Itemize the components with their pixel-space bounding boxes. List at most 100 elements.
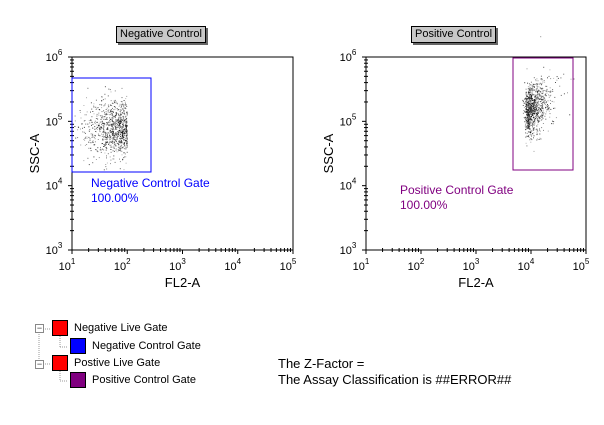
event-dot (534, 89, 536, 91)
event-dot (536, 138, 538, 140)
event-dot (111, 123, 113, 125)
event-dot (533, 77, 535, 79)
event-dot (541, 116, 543, 118)
event-dot (535, 88, 537, 90)
event-dot (120, 107, 122, 109)
event-dot (528, 103, 530, 104)
event-dot (547, 130, 549, 132)
plot-title-negative-control[interactable]: Negative Control (116, 26, 206, 43)
event-dot (121, 142, 123, 144)
event-dot (119, 103, 121, 105)
event-dot (102, 143, 103, 144)
event-dot (530, 116, 532, 118)
event-dot (534, 119, 536, 121)
event-dot (84, 120, 86, 121)
event-dot (106, 137, 108, 139)
event-dot (534, 109, 536, 111)
event-dot (539, 98, 541, 100)
event-dot (543, 96, 545, 98)
event-dot (541, 98, 543, 100)
event-dot (532, 87, 533, 89)
event-dot (77, 129, 79, 131)
event-dot (525, 91, 527, 93)
tick-exponent: 6 (58, 48, 63, 57)
event-dot (533, 94, 535, 96)
event-dot (120, 116, 122, 118)
event-dot (530, 106, 532, 108)
event-dot (107, 104, 109, 106)
event-dot (530, 84, 532, 86)
event-dot (525, 129, 527, 131)
event-dot (541, 96, 543, 97)
event-dot (538, 93, 540, 95)
event-dot (549, 91, 551, 93)
plot-title-positive-control[interactable]: Positive Control (411, 26, 497, 43)
event-dot (120, 147, 122, 149)
event-dot (100, 149, 102, 151)
event-dot (121, 101, 123, 103)
event-dot (106, 122, 108, 124)
event-dot (91, 137, 93, 138)
event-dot (113, 123, 115, 125)
event-dot (528, 93, 530, 95)
event-dot (549, 99, 551, 101)
event-dot (121, 150, 123, 152)
event-dot (120, 113, 122, 115)
x-tick-label: 101 (59, 257, 76, 273)
event-dot (126, 114, 128, 116)
event-dot (125, 104, 127, 106)
event-dot (97, 118, 99, 120)
event-dot (548, 91, 549, 92)
event-dot (121, 142, 123, 144)
event-dot (535, 99, 537, 101)
event-dot (526, 126, 528, 128)
event-dot (88, 136, 90, 138)
event-dot (536, 96, 538, 98)
y-axis-label: SSC-A (321, 133, 336, 173)
event-dot (116, 125, 118, 127)
event-dot (126, 127, 127, 129)
event-dot (125, 130, 127, 132)
event-dot (112, 134, 114, 136)
event-dot (119, 168, 121, 170)
event-dot (92, 141, 94, 143)
collapse-icon[interactable]: − (35, 323, 44, 333)
event-dot (112, 127, 114, 129)
event-dot (95, 149, 97, 151)
event-dot (527, 120, 529, 122)
event-dot (100, 126, 102, 128)
event-dot (123, 115, 125, 117)
event-dot (120, 140, 122, 142)
event-dot (540, 88, 542, 90)
event-dot (547, 109, 549, 111)
event-dot (115, 127, 116, 129)
event-dot (118, 113, 120, 115)
event-dot (555, 82, 556, 83)
event-dot (527, 132, 528, 134)
event-dot (78, 127, 80, 128)
event-dot (531, 99, 533, 101)
event-dot (125, 98, 127, 100)
event-dot (88, 164, 90, 166)
event-dot (535, 106, 537, 108)
event-dot (537, 99, 539, 101)
event-dot (87, 87, 89, 89)
event-dot (106, 140, 108, 142)
event-dot (532, 133, 534, 135)
collapse-icon[interactable]: − (35, 359, 44, 369)
event-dot (527, 127, 529, 129)
event-dot (534, 124, 535, 126)
event-dot (117, 149, 119, 150)
event-dot (111, 131, 113, 133)
event-dot (532, 83, 534, 85)
event-dot (529, 102, 531, 104)
event-dot (527, 127, 529, 129)
event-dot (114, 115, 116, 116)
event-dot (535, 94, 537, 96)
event-dot (532, 123, 534, 125)
event-dot (111, 137, 113, 139)
event-dot (538, 116, 540, 118)
event-dot (102, 115, 103, 117)
event-dot (533, 104, 535, 106)
event-dot (113, 147, 115, 149)
